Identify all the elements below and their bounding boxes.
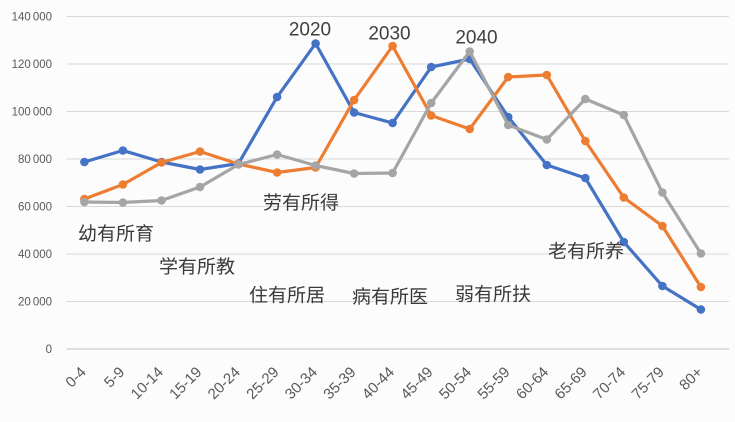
svg-text:2040: 2040 [455,28,497,49]
svg-text:2030: 2030 [368,24,410,45]
svg-text:0: 0 [46,344,52,356]
svg-text:2020: 2020 [289,20,331,41]
